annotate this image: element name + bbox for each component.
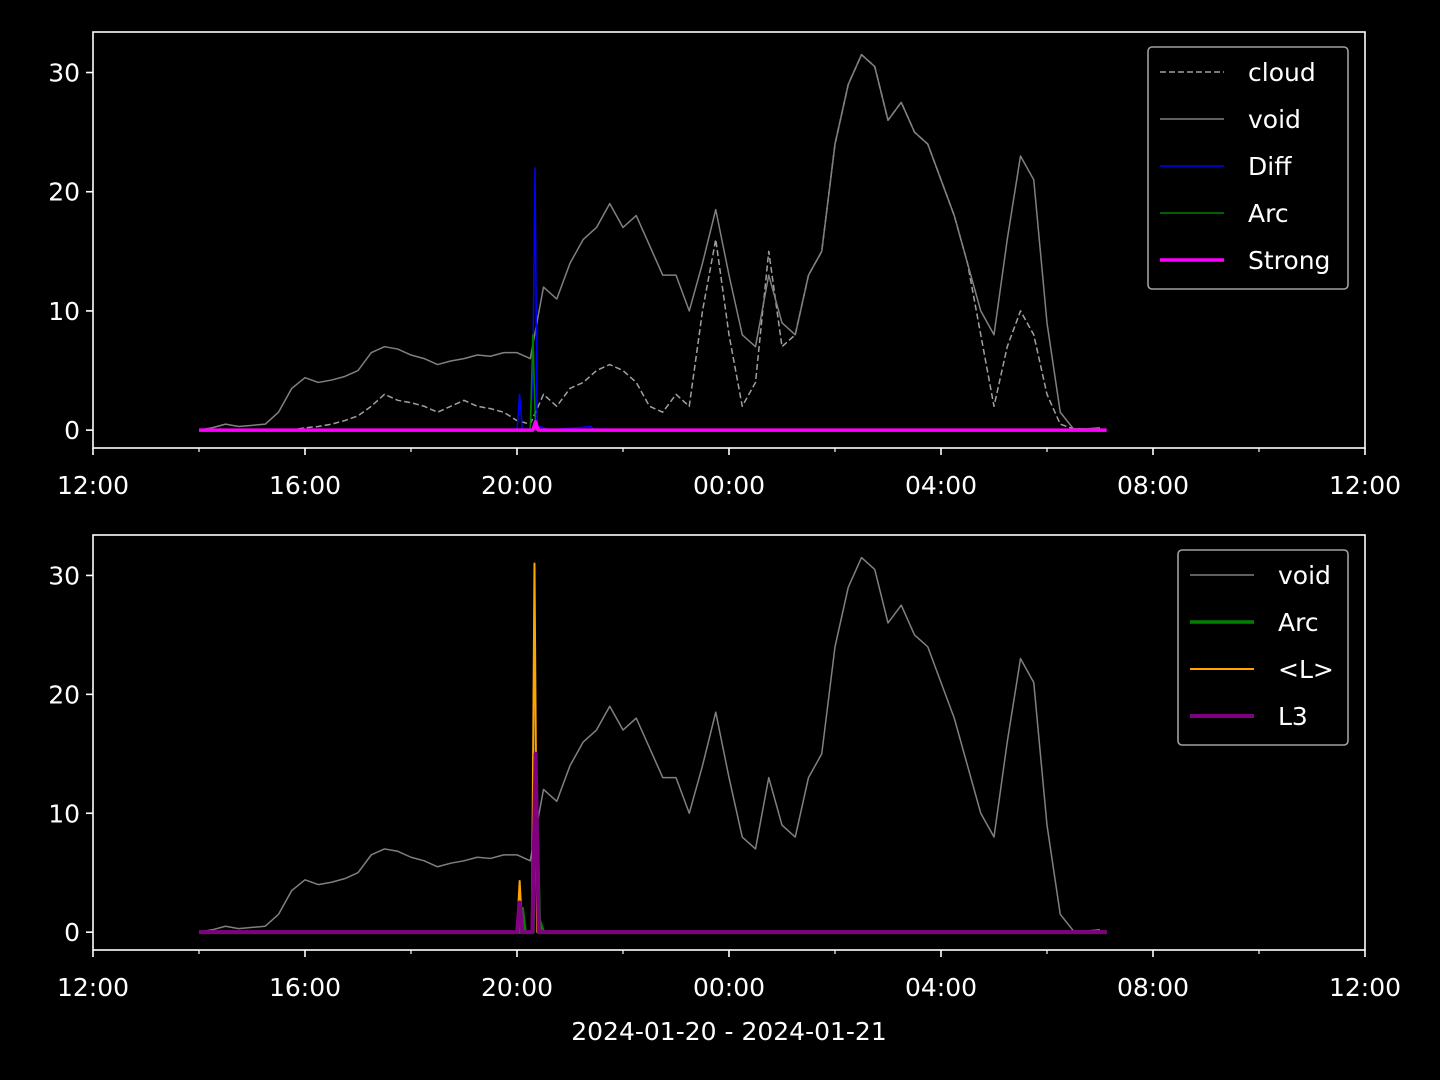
legend-label: L3 (1278, 702, 1308, 731)
y-tick-label: 10 (48, 297, 80, 326)
x-tick-label: 20:00 (481, 471, 553, 500)
x-axis-label: 2024-01-20 - 2024-01-21 (571, 1017, 887, 1046)
y-tick-label: 0 (64, 416, 80, 445)
legend-label: Arc (1248, 199, 1289, 228)
y-tick-label: 20 (48, 680, 80, 709)
series-line (199, 751, 1107, 935)
legend-label: Strong (1248, 246, 1330, 275)
x-tick-label: 12:00 (1329, 471, 1401, 500)
x-tick-label: 16:00 (269, 973, 341, 1002)
x-tick-label: 20:00 (481, 973, 553, 1002)
series-line (199, 167, 1107, 431)
series-line (198, 556, 1101, 933)
legend-box (1177, 549, 1349, 746)
x-tick-label: 08:00 (1117, 471, 1189, 500)
x-tick-label: 04:00 (905, 471, 977, 500)
x-tick-label: 04:00 (905, 973, 977, 1002)
legend-label: cloud (1248, 58, 1316, 87)
y-tick-label: 30 (48, 59, 80, 88)
legend-box (1147, 46, 1349, 290)
axes-frame (92, 534, 1366, 951)
legend-label: void (1278, 561, 1331, 590)
series-line (198, 53, 1101, 431)
x-tick-label: 12:00 (1329, 973, 1401, 1002)
legend-label: Arc (1278, 608, 1319, 637)
x-tick-label: 12:00 (57, 471, 129, 500)
x-tick-label: 00:00 (693, 973, 765, 1002)
legend-label: <L> (1278, 655, 1334, 684)
series-line (199, 420, 1107, 432)
legend-label: Diff (1248, 152, 1292, 181)
x-tick-label: 08:00 (1117, 973, 1189, 1002)
y-tick-label: 20 (48, 178, 80, 207)
axes-frame (92, 31, 1366, 449)
y-tick-label: 30 (48, 561, 80, 590)
x-tick-label: 00:00 (693, 471, 765, 500)
x-tick-label: 12:00 (57, 973, 129, 1002)
x-tick-label: 16:00 (269, 471, 341, 500)
y-tick-label: 10 (48, 799, 80, 828)
y-tick-label: 0 (64, 918, 80, 947)
legend-label: void (1248, 105, 1301, 134)
